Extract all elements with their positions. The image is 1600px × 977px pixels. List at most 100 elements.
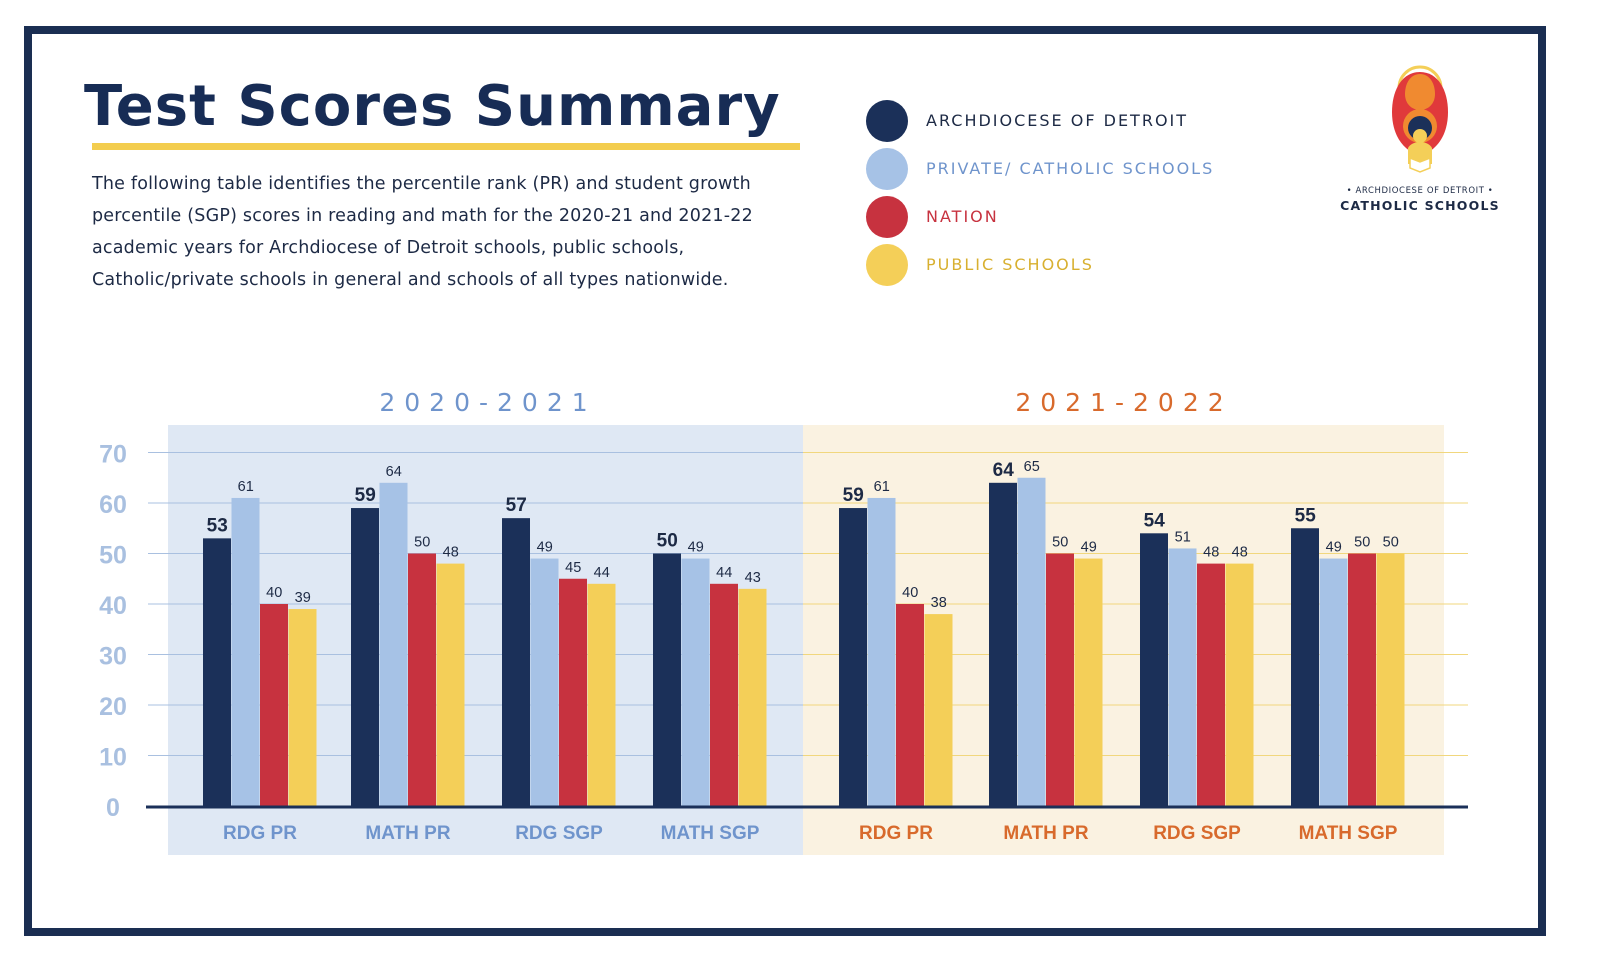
y-tick-label: 30 xyxy=(99,643,127,671)
bar xyxy=(1319,558,1348,806)
data-label: 40 xyxy=(902,585,918,601)
y-tick-label: 20 xyxy=(99,693,127,721)
bar xyxy=(1140,533,1168,806)
legend-label-private-catholic: PRIVATE/ CATHOLIC SCHOOLS xyxy=(926,159,1215,178)
bar xyxy=(867,497,896,806)
panel-title: 2021-2022 xyxy=(1015,388,1232,417)
bar xyxy=(288,609,317,806)
x-category-label: MATH SGP xyxy=(1299,823,1398,844)
legend-item-public: PUBLIC SCHOOLS xyxy=(866,244,1286,286)
bar xyxy=(1168,548,1197,806)
x-category-label: MATH PR xyxy=(365,823,450,844)
data-label: 44 xyxy=(594,565,610,581)
data-label: 59 xyxy=(843,485,864,506)
y-tick-label: 70 xyxy=(99,441,127,469)
data-label: 50 xyxy=(1383,535,1399,551)
x-category-label: MATH PR xyxy=(1003,823,1088,844)
bar xyxy=(924,614,953,806)
bar xyxy=(738,588,767,806)
legend-label-nation: NATION xyxy=(926,207,999,226)
data-label: 49 xyxy=(688,540,704,556)
y-tick-label: 10 xyxy=(99,744,127,772)
bar xyxy=(710,583,738,806)
data-label: 50 xyxy=(1052,535,1068,551)
panel-title: 2020-2021 xyxy=(379,388,596,417)
bar xyxy=(681,558,710,806)
bar xyxy=(351,508,379,806)
legend-label-public: PUBLIC SCHOOLS xyxy=(926,255,1094,274)
bar xyxy=(653,553,681,806)
y-tick-label: 60 xyxy=(99,491,127,519)
legend-item-archdiocese: ARCHDIOCESE OF DETROIT xyxy=(866,100,1286,142)
x-category-label: MATH SGP xyxy=(661,823,760,844)
bar xyxy=(1376,553,1405,806)
bar xyxy=(260,604,288,806)
bar xyxy=(1348,553,1376,806)
data-label: 49 xyxy=(1326,540,1342,556)
y-tick-label: 0 xyxy=(106,794,120,822)
data-label: 50 xyxy=(657,531,678,552)
legend-item-private-catholic: PRIVATE/ CATHOLIC SCHOOLS xyxy=(866,148,1286,190)
data-label: 45 xyxy=(565,560,581,576)
data-label: 54 xyxy=(1144,510,1166,531)
data-label: 44 xyxy=(716,565,732,581)
title-underline xyxy=(92,143,800,150)
legend-label-archdiocese: ARCHDIOCESE OF DETROIT xyxy=(926,111,1189,130)
data-label: 48 xyxy=(1232,545,1248,561)
legend-item-nation: NATION xyxy=(866,196,1286,238)
legend-swatch-public xyxy=(866,244,908,286)
data-label: 51 xyxy=(1175,529,1191,545)
bar xyxy=(1291,528,1319,806)
data-label: 64 xyxy=(386,464,402,480)
data-label: 49 xyxy=(537,540,553,556)
bar xyxy=(1074,558,1103,806)
bar xyxy=(896,604,924,806)
bar xyxy=(559,578,587,806)
legend-swatch-nation xyxy=(866,196,908,238)
data-label: 48 xyxy=(443,545,459,561)
x-category-label: RDG PR xyxy=(223,823,297,844)
logo-line1: • ARCHDIOCESE OF DETROIT • xyxy=(1346,186,1494,196)
data-label: 57 xyxy=(506,495,527,516)
y-tick-label: 50 xyxy=(99,542,127,570)
bar xyxy=(203,538,231,806)
x-category-label: RDG SGP xyxy=(1153,823,1241,844)
bar xyxy=(379,482,408,806)
data-label: 39 xyxy=(295,590,311,606)
data-label: 49 xyxy=(1081,540,1097,556)
bar xyxy=(1046,553,1074,806)
data-label: 65 xyxy=(1024,459,1040,475)
legend-swatch-archdiocese xyxy=(866,100,908,142)
legend-swatch-private-catholic xyxy=(866,148,908,190)
x-category-label: RDG PR xyxy=(859,823,933,844)
data-label: 61 xyxy=(874,479,890,495)
bar xyxy=(231,497,260,806)
data-label: 55 xyxy=(1295,505,1317,526)
bar xyxy=(839,508,867,806)
data-label: 50 xyxy=(414,535,430,551)
data-label: 61 xyxy=(238,479,254,495)
bar xyxy=(436,563,465,806)
bar xyxy=(1197,563,1225,806)
bar xyxy=(1017,477,1046,806)
bar xyxy=(502,518,530,806)
madonna-logo-icon xyxy=(1392,65,1448,173)
bar xyxy=(530,558,559,806)
logo-line2: CATHOLIC SCHOOLS xyxy=(1340,198,1500,213)
data-label: 43 xyxy=(745,570,761,586)
bar xyxy=(587,583,616,806)
bar xyxy=(989,482,1017,806)
data-label: 48 xyxy=(1203,545,1219,561)
bar xyxy=(1225,563,1254,806)
data-label: 59 xyxy=(355,485,376,506)
data-label: 50 xyxy=(1354,535,1370,551)
data-label: 40 xyxy=(266,585,282,601)
data-label: 53 xyxy=(207,515,228,536)
y-tick-label: 40 xyxy=(99,592,127,620)
data-label: 38 xyxy=(931,595,947,611)
x-category-label: RDG SGP xyxy=(515,823,603,844)
page-title: Test Scores Summary xyxy=(84,74,781,139)
catholic-schools-logo: • ARCHDIOCESE OF DETROIT • CATHOLIC SCHO… xyxy=(1330,64,1510,224)
data-label: 64 xyxy=(993,460,1015,481)
